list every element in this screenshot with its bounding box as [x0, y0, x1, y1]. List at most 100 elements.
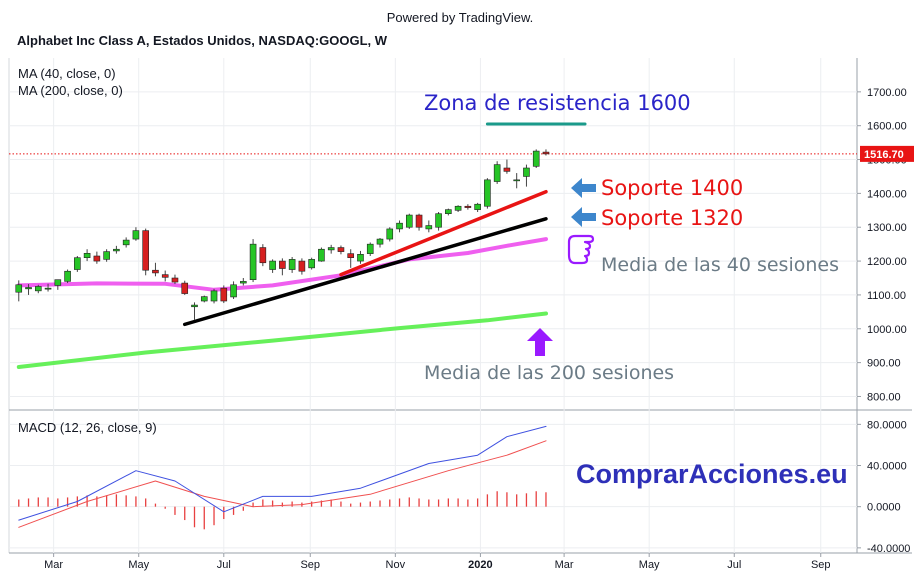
candle-body [396, 222, 403, 230]
macd-line [18, 425, 547, 521]
candle-body [259, 247, 267, 264]
ma40-line [16, 237, 548, 292]
price-tick-label: 1400.00 [867, 188, 907, 200]
time-tick-label: Sep [300, 559, 320, 571]
candle-body [298, 260, 306, 272]
candle-body [347, 253, 355, 258]
support-1400-line [339, 189, 548, 277]
candle-body [54, 279, 62, 286]
candle-body [230, 284, 237, 298]
candle-body [425, 225, 433, 230]
candle-body [34, 286, 42, 292]
price-tick-label: 1200.00 [867, 256, 907, 268]
ma200-annotation: Media de las 200 sesiones [424, 362, 675, 384]
ma40-legend: MA (40, close, 0) [18, 66, 116, 81]
time-tick-label: May [639, 559, 660, 571]
left-arrow-icon [571, 178, 596, 198]
price-tick-label: 1000.00 [867, 324, 907, 336]
candle-body [240, 281, 247, 284]
time-tick-label: Mar [555, 559, 574, 571]
price-tick-label: 900.00 [867, 358, 901, 370]
candle-body [366, 243, 374, 254]
price-tick-label: 1700.00 [867, 87, 907, 99]
time-tick-label: Nov [386, 559, 406, 571]
candle-body [376, 238, 384, 245]
candle-body [435, 213, 442, 228]
candle-body [142, 230, 149, 271]
candle-body [93, 255, 101, 262]
candle-body [152, 269, 159, 274]
time-tick-label: Sep [811, 559, 831, 571]
candle-body [357, 254, 364, 262]
candle-body [191, 304, 198, 308]
candle-body [503, 167, 511, 172]
candle-body [454, 205, 462, 211]
macd-tick-label: 0.0000 [867, 502, 901, 514]
time-tick-label: Jul [217, 559, 231, 571]
candle-body [542, 151, 550, 155]
up-arrow-icon [527, 328, 553, 356]
support-1320-label: Soporte 1320 [601, 206, 744, 230]
candle-body [64, 270, 71, 282]
candle-body [327, 247, 335, 251]
price-tick-label: 1600.00 [867, 121, 907, 133]
time-tick-label: Mar [44, 559, 63, 571]
candle-body [44, 287, 52, 290]
candle-body [161, 274, 169, 278]
pointing-hand-outline [567, 234, 595, 265]
candle-body [249, 243, 257, 280]
candle-body [308, 259, 315, 269]
candle-body [386, 228, 394, 240]
macd-legend: MACD (12, 26, close, 9) [18, 420, 157, 435]
macd-signal-line [18, 440, 547, 528]
time-tick-label: 2020 [468, 559, 492, 571]
resistance-label: Zona de resistencia 1600 [424, 91, 691, 115]
candle-body [415, 214, 423, 228]
time-tick-label: May [128, 559, 149, 571]
candle-body [474, 203, 481, 210]
last-price-label: 1516.70 [864, 149, 904, 161]
candle-body [132, 230, 140, 240]
candle-body [337, 247, 345, 252]
support-1320-line [182, 217, 548, 327]
candle-body [318, 248, 325, 262]
candle-body [532, 150, 540, 167]
price-tick-label: 800.00 [867, 391, 901, 403]
candle-body [74, 257, 81, 270]
pointing-hand-icon [567, 234, 595, 265]
left-arrow-icon [571, 207, 596, 227]
candle-body [279, 260, 286, 269]
price-tick-label: 1300.00 [867, 222, 907, 234]
macd-tick-label: -40.0000 [867, 543, 910, 555]
candle-body [122, 239, 130, 246]
candle-body [269, 260, 276, 270]
candle-body [171, 277, 179, 283]
support-1400-label: Soporte 1400 [601, 176, 744, 200]
candle-body [113, 248, 120, 252]
candle-body [181, 282, 189, 294]
last-price-tag [860, 145, 914, 162]
candle-body [210, 290, 218, 302]
candle-body [220, 287, 228, 302]
candle-body [288, 259, 296, 270]
candle-body [25, 287, 32, 290]
ma200-legend: MA (200, close, 0) [18, 83, 123, 98]
candle-body [523, 167, 530, 177]
candle-body [103, 251, 110, 260]
candle-body [200, 296, 208, 302]
candle-body [464, 205, 472, 208]
macd-tick-label: 80.0000 [867, 419, 907, 431]
candle-body [445, 209, 452, 214]
price-tick-label: 1100.00 [867, 290, 906, 302]
candle-body [513, 179, 520, 182]
ma40-annotation: Media de las 40 sesiones [601, 254, 839, 276]
candle-body [405, 214, 413, 228]
ma200-line [16, 311, 548, 369]
symbol-title: Alphabet Inc Class A, Estados Unidos, NA… [17, 33, 388, 48]
time-tick-label: Jul [727, 559, 741, 571]
candle-body [83, 252, 91, 258]
candle-body [15, 284, 23, 293]
macd-tick-label: 40.0000 [867, 461, 907, 473]
candle-body [484, 179, 491, 207]
